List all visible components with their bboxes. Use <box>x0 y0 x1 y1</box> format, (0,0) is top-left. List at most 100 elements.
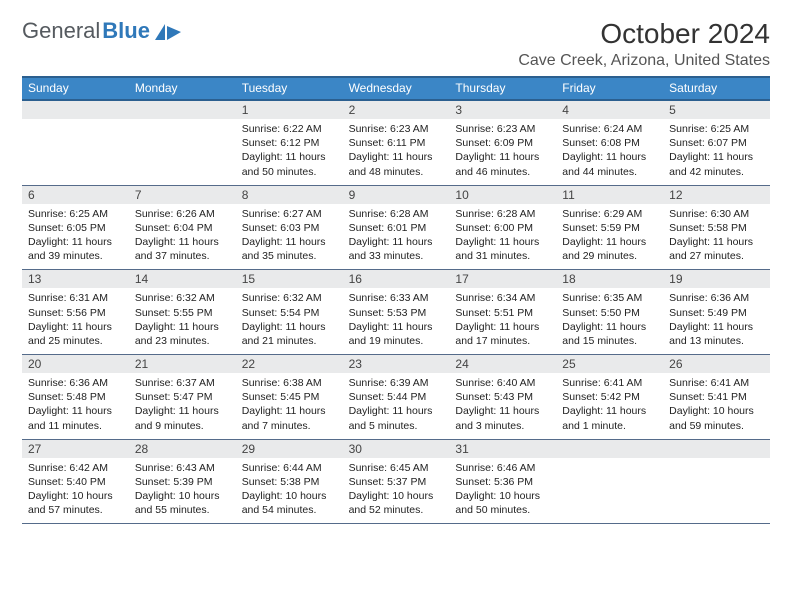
day-number: 14 <box>129 270 236 288</box>
daylight-text: Daylight: 11 hours and 13 minutes. <box>669 320 764 348</box>
weekday-header: Saturday <box>663 78 770 99</box>
day-cell: Sunrise: 6:41 AMSunset: 5:42 PMDaylight:… <box>556 373 663 439</box>
daylight-text: Daylight: 11 hours and 27 minutes. <box>669 235 764 263</box>
sunset-text: Sunset: 6:00 PM <box>455 221 550 235</box>
daylight-text: Daylight: 11 hours and 7 minutes. <box>242 404 337 432</box>
body-row: Sunrise: 6:25 AMSunset: 6:05 PM Daylight:… <box>22 204 770 270</box>
daylight-text: Daylight: 10 hours and 52 minutes. <box>349 489 444 517</box>
day-cell: Sunrise: 6:41 AMSunset: 5:41 PMDaylight:… <box>663 373 770 439</box>
sunrise-text: Sunrise: 6:43 AM <box>135 461 230 475</box>
day-number: 15 <box>236 270 343 288</box>
weekday-header-row: SundayMondayTuesdayWednesdayThursdayFrid… <box>22 76 770 101</box>
day-number: 26 <box>663 355 770 373</box>
body-row: Sunrise: 6:31 AMSunset: 5:56 PMDaylight:… <box>22 288 770 354</box>
location: Cave Creek, Arizona, United States <box>518 52 770 70</box>
sunset-text: Sunset: 6:08 PM <box>562 136 657 150</box>
day-number: 23 <box>343 355 450 373</box>
sunrise-text: Sunrise: 6:40 AM <box>455 376 550 390</box>
day-number: 5 <box>663 101 770 119</box>
sunrise-text: Sunrise: 6:32 AM <box>242 291 337 305</box>
sunset-text: Sunset: 5:39 PM <box>135 475 230 489</box>
weeks-container: 12345Sunrise: 6:22 AMSunset: 6:12 PMDayl… <box>22 101 770 524</box>
week-wrap: 13141516171819Sunrise: 6:31 AMSunset: 5:… <box>22 270 770 354</box>
daynum-row: 6789101112 <box>22 186 770 204</box>
day-cell <box>22 119 129 185</box>
daylight-text: Daylight: 11 hours and 50 minutes. <box>242 150 337 178</box>
day-cell: Sunrise: 6:36 AMSunset: 5:48 PMDaylight:… <box>22 373 129 439</box>
sunrise-text: Sunrise: 6:41 AM <box>562 376 657 390</box>
sunset-text: Sunset: 5:51 PM <box>455 306 550 320</box>
sunset-text: Sunset: 5:50 PM <box>562 306 657 320</box>
day-cell: Sunrise: 6:39 AMSunset: 5:44 PMDaylight:… <box>343 373 450 439</box>
sunset-text: Sunset: 5:36 PM <box>455 475 550 489</box>
day-cell: Sunrise: 6:45 AMSunset: 5:37 PMDaylight:… <box>343 458 450 524</box>
sunrise-text: Sunrise: 6:30 AM <box>669 207 764 221</box>
body-row: Sunrise: 6:36 AMSunset: 5:48 PMDaylight:… <box>22 373 770 439</box>
day-cell: Sunrise: 6:23 AMSunset: 6:11 PMDaylight:… <box>343 119 450 185</box>
day-cell: Sunrise: 6:34 AMSunset: 5:51 PMDaylight:… <box>449 288 556 354</box>
day-cell: Sunrise: 6:25 AMSunset: 6:07 PMDaylight:… <box>663 119 770 185</box>
sunset-text: Sunset: 5:44 PM <box>349 390 444 404</box>
sunset-text: Sunset: 6:05 PM <box>28 221 123 235</box>
sunset-text: Sunset: 5:59 PM <box>562 221 657 235</box>
daylight-text: Daylight: 11 hours and 23 minutes. <box>135 320 230 348</box>
daylight-text: Daylight: 11 hours and 1 minute. <box>562 404 657 432</box>
sails-icon <box>155 22 183 40</box>
daylight-text: Daylight: 10 hours and 55 minutes. <box>135 489 230 517</box>
day-cell: Sunrise: 6:32 AMSunset: 5:55 PMDaylight:… <box>129 288 236 354</box>
sunset-text: Sunset: 6:03 PM <box>242 221 337 235</box>
sunrise-text: Sunrise: 6:28 AM <box>455 207 550 221</box>
day-number <box>22 101 129 119</box>
daylight-text: Daylight: 11 hours and 35 minutes. <box>242 235 337 263</box>
day-number: 19 <box>663 270 770 288</box>
sunrise-text: Sunrise: 6:32 AM <box>135 291 230 305</box>
weekday-header: Friday <box>556 78 663 99</box>
daynum-row: 2728293031 <box>22 440 770 458</box>
day-number: 16 <box>343 270 450 288</box>
sunrise-text: Sunrise: 6:31 AM <box>28 291 123 305</box>
day-number: 30 <box>343 440 450 458</box>
day-cell: Sunrise: 6:36 AMSunset: 5:49 PMDaylight:… <box>663 288 770 354</box>
sunrise-text: Sunrise: 6:22 AM <box>242 122 337 136</box>
week-row: 2728293031 Sunrise: 6:42 AMSunset: 5:40 … <box>22 440 770 525</box>
day-number <box>129 101 236 119</box>
day-cell: Sunrise: 6:25 AMSunset: 6:05 PMDaylight:… <box>22 204 129 270</box>
sunrise-text: Sunrise: 6:46 AM <box>455 461 550 475</box>
daylight-text: Daylight: 11 hours and 44 minutes. <box>562 150 657 178</box>
day-number: 2 <box>343 101 450 119</box>
sunrise-text: Sunrise: 6:35 AM <box>562 291 657 305</box>
day-cell: Sunrise: 6:28 AMSunset: 6:00 PMDaylight:… <box>449 204 556 270</box>
sunset-text: Sunset: 5:47 PM <box>135 390 230 404</box>
day-cell: Sunrise: 6:27 AMSunset: 6:03 PMDaylight:… <box>236 204 343 270</box>
sunrise-text: Sunrise: 6:41 AM <box>669 376 764 390</box>
title-block: October 2024 Cave Creek, Arizona, United… <box>518 18 770 70</box>
sunset-text: Sunset: 6:07 PM <box>669 136 764 150</box>
sunset-text: Sunset: 5:40 PM <box>28 475 123 489</box>
daynum-row: 13141516171819 <box>22 270 770 288</box>
day-cell: Sunrise: 6:28 AMSunset: 6:01 PMDaylight:… <box>343 204 450 270</box>
sunrise-text: Sunrise: 6:23 AM <box>349 122 444 136</box>
week-row: 13141516171819Sunrise: 6:31 AMSunset: 5:… <box>22 270 770 355</box>
day-number: 21 <box>129 355 236 373</box>
sunset-text: Sunset: 5:38 PM <box>242 475 337 489</box>
sunset-text: Sunset: 6:04 PM <box>135 221 230 235</box>
sunrise-text: Sunrise: 6:34 AM <box>455 291 550 305</box>
day-number: 12 <box>663 186 770 204</box>
day-number: 24 <box>449 355 556 373</box>
day-number: 17 <box>449 270 556 288</box>
sunrise-text: Sunrise: 6:25 AM <box>669 122 764 136</box>
day-cell: Sunrise: 6:44 AMSunset: 5:38 PMDaylight:… <box>236 458 343 524</box>
sunrise-text: Sunrise: 6:39 AM <box>349 376 444 390</box>
daylight-text: Daylight: 11 hours and 29 minutes. <box>562 235 657 263</box>
sunrise-text: Sunrise: 6:26 AM <box>135 207 230 221</box>
day-number: 31 <box>449 440 556 458</box>
day-cell: Sunrise: 6:23 AMSunset: 6:09 PMDaylight:… <box>449 119 556 185</box>
day-number: 13 <box>22 270 129 288</box>
sunrise-text: Sunrise: 6:25 AM <box>28 207 123 221</box>
daylight-text: Daylight: 10 hours and 54 minutes. <box>242 489 337 517</box>
sunset-text: Sunset: 6:11 PM <box>349 136 444 150</box>
day-cell: Sunrise: 6:26 AMSunset: 6:04 PMDaylight:… <box>129 204 236 270</box>
sunset-text: Sunset: 6:09 PM <box>455 136 550 150</box>
day-cell: Sunrise: 6:33 AMSunset: 5:53 PMDaylight:… <box>343 288 450 354</box>
sunrise-text: Sunrise: 6:36 AM <box>669 291 764 305</box>
